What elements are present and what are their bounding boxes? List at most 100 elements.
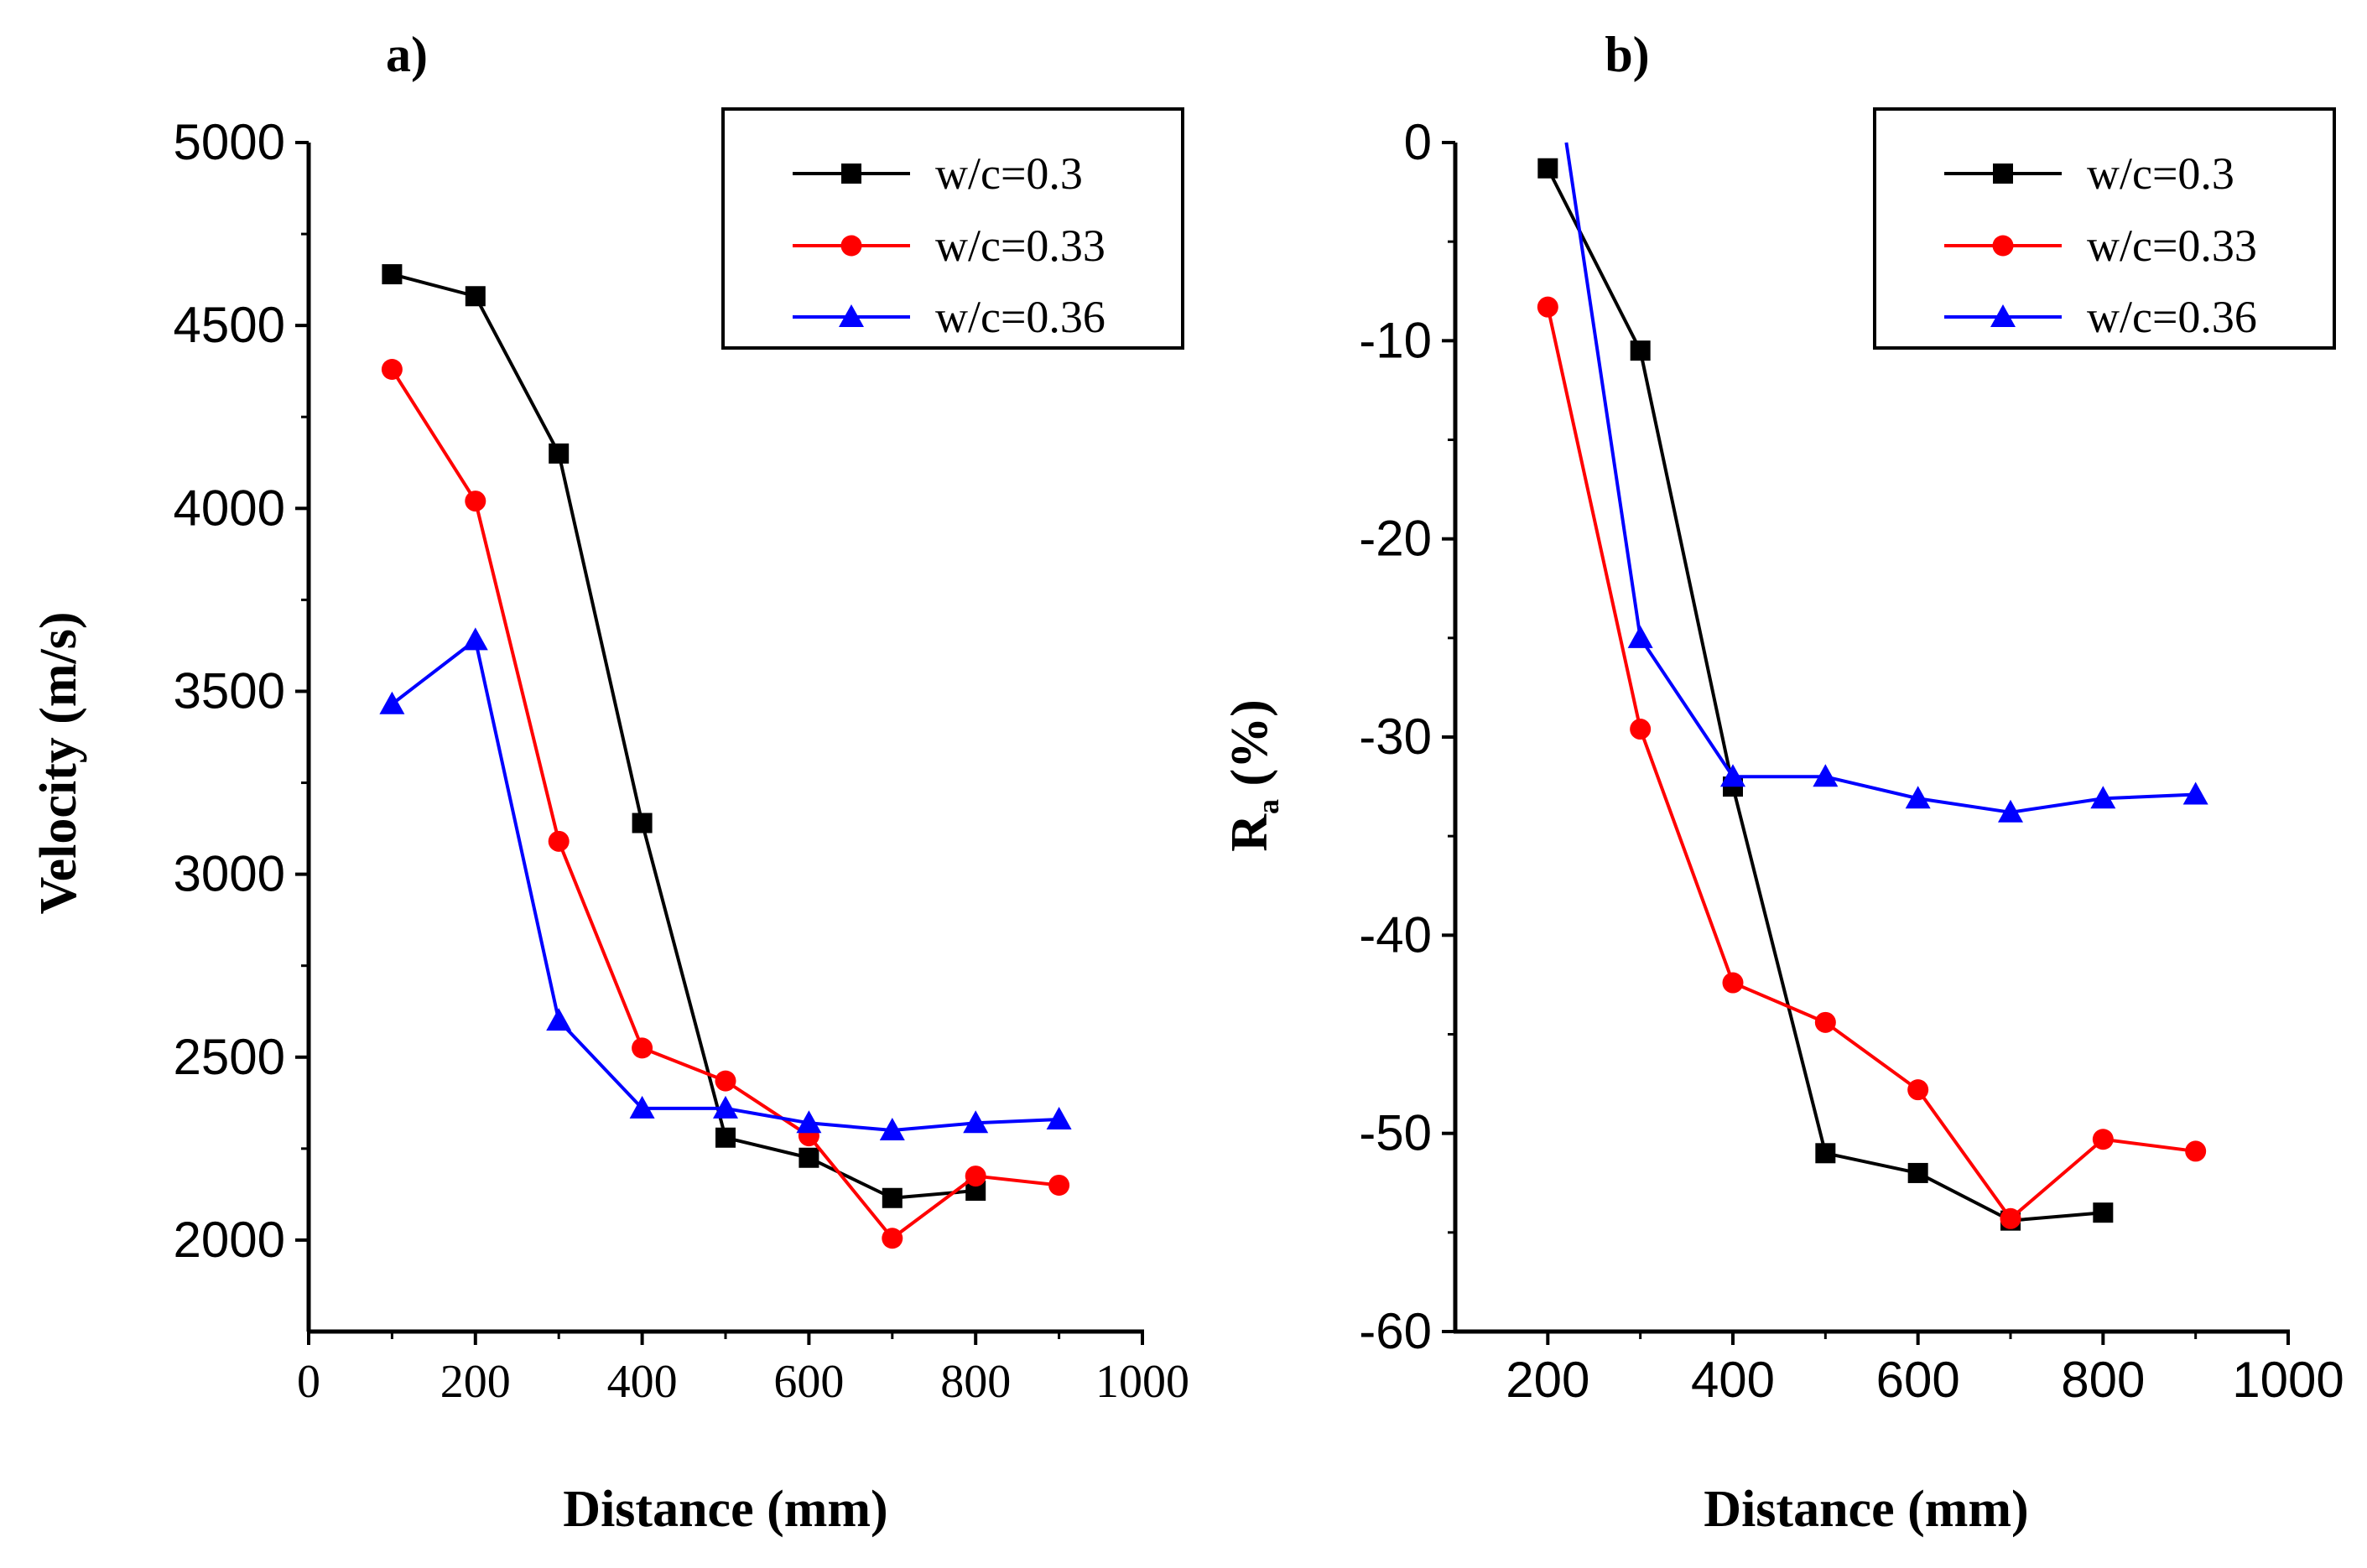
panel-b-data-point bbox=[1813, 764, 1839, 787]
panel-a-x-axis-label: Distance (mm) bbox=[563, 1481, 887, 1538]
panel-a-x-tick-label: 600 bbox=[773, 1356, 844, 1408]
panel-b-data-point bbox=[1998, 799, 2023, 823]
panel-a-x-tick-label: 400 bbox=[607, 1356, 678, 1408]
panel-a-y-tick-label: 4000 bbox=[174, 480, 285, 536]
panel-b-data-point bbox=[1814, 1011, 1836, 1033]
panel-b-y-tick-label: -30 bbox=[1359, 709, 1432, 765]
panel-a-data-point bbox=[379, 691, 405, 714]
panel-a-legend-entry: w/c=0.3 bbox=[935, 148, 1083, 199]
panel-b-series-line bbox=[1546, 306, 2196, 1221]
panel-a-x-tick-label: 0 bbox=[297, 1356, 320, 1408]
panel-a-data-point bbox=[462, 627, 488, 651]
panel-b-data-point bbox=[2185, 1140, 2207, 1162]
panel-a-x-tick-label: 800 bbox=[940, 1356, 1011, 1408]
panel-b-data-point bbox=[2093, 1202, 2114, 1223]
panel-b-y-tick-label: 0 bbox=[1404, 114, 1432, 170]
panel-b-axes: 200 400 600 800 1000 0 -10 -20 -30 -40 -50 -60 bbox=[1359, 114, 2344, 1408]
panel-a-y-tick-label: 3000 bbox=[174, 846, 285, 902]
panel-a-label: a) bbox=[386, 27, 428, 82]
panel-b-series-line bbox=[1564, 142, 2196, 814]
panel-a-legend-entry: w/c=0.36 bbox=[935, 292, 1105, 342]
panel-b-chart: b) 200 400 600 800 1000 0 -10 -20 -30 -40 -50 -60 D… bbox=[1221, 27, 2344, 1538]
panel-a-data-point bbox=[882, 1187, 903, 1208]
panel-a-data-point bbox=[882, 1228, 903, 1249]
panel-a-legend-marker bbox=[841, 164, 861, 184]
panel-a-data-point bbox=[632, 1037, 653, 1059]
panel-b-legend-box bbox=[1873, 107, 2336, 350]
panel-a-data-point bbox=[465, 491, 486, 512]
panel-b-data-point bbox=[1722, 972, 1744, 994]
panel-a-y-tick-label: 5000 bbox=[174, 114, 285, 170]
panel-b-data-point bbox=[2092, 1129, 2114, 1150]
panel-b-x-tick-label: 800 bbox=[2061, 1352, 2145, 1408]
panel-b-data-point bbox=[1537, 158, 1558, 179]
panel-a-data-point bbox=[1048, 1174, 1070, 1196]
panel-a-data-point bbox=[381, 359, 403, 381]
panel-b-data-point bbox=[1630, 340, 1651, 361]
panel-a-data-point bbox=[963, 1110, 989, 1134]
panel-a-data-point bbox=[965, 1166, 986, 1187]
panel-a-data-point bbox=[713, 1095, 738, 1119]
panel-b-legend-marker bbox=[1992, 235, 2014, 257]
panel-b-y-tick-label: -40 bbox=[1359, 906, 1432, 963]
panel-b-x-axis-label: Distance (mm) bbox=[1704, 1481, 2028, 1538]
panel-a-data-point bbox=[1046, 1106, 1072, 1129]
panel-b-data-point bbox=[2090, 786, 2116, 809]
panel-a-legend-entry: w/c=0.33 bbox=[935, 221, 1105, 271]
panel-b-label: b) bbox=[1605, 27, 1649, 82]
panel-a-x-tick-label: 1000 bbox=[1095, 1356, 1189, 1408]
panel-b-legend-entry: w/c=0.36 bbox=[2087, 292, 2257, 342]
panel-b-x-tick-label: 1000 bbox=[2232, 1352, 2344, 1408]
panel-b-x-tick-label: 600 bbox=[1876, 1352, 1960, 1408]
panel-b-data-point bbox=[1537, 296, 1558, 318]
panel-b-series bbox=[1537, 142, 2208, 1231]
panel-b-data-point bbox=[1905, 786, 1931, 809]
panel-a-chart: a) 0 200 400 600 800 1000 2000 2500 3000 3500 4000… bbox=[30, 27, 1189, 1538]
panel-b-y-axis-label-main: R bbox=[1221, 813, 1278, 852]
panel-a-data-point bbox=[715, 1070, 736, 1092]
panel-b-legend-marker bbox=[1990, 304, 2016, 327]
panel-a-legend-marker bbox=[840, 235, 862, 257]
panel-a-y-tick-label: 3500 bbox=[174, 662, 285, 719]
panel-a-data-point bbox=[465, 286, 486, 307]
panel-a-axes: 0 200 400 600 800 1000 2000 2500 3000 3500 4000 450… bbox=[174, 114, 1189, 1408]
panel-a-data-point bbox=[799, 1147, 819, 1168]
panel-a-data-point bbox=[629, 1095, 655, 1119]
panel-b-data-point bbox=[1630, 719, 1652, 740]
panel-a-y-tick-label: 2000 bbox=[174, 1212, 285, 1268]
panel-b-data-point bbox=[2000, 1207, 2021, 1229]
panel-b-legend: w/c=0.3 w/c=0.33 w/c=0.36 bbox=[1873, 107, 2336, 350]
panel-a-data-point bbox=[382, 264, 403, 285]
panel-b-legend-entry: w/c=0.3 bbox=[2087, 148, 2234, 199]
panel-b-y-axis-label-sub: a bbox=[1251, 799, 1285, 814]
panel-a-y-tick-label: 2500 bbox=[174, 1029, 285, 1085]
panel-a-legend-marker bbox=[839, 304, 864, 327]
panel-a-data-point bbox=[632, 813, 653, 833]
panel-a-x-tick-label: 200 bbox=[440, 1356, 511, 1408]
panel-b-y-tick-label: -50 bbox=[1359, 1105, 1432, 1161]
panel-a-series-line bbox=[391, 273, 976, 1200]
panel-b-data-point bbox=[1907, 1162, 1928, 1183]
panel-a-legend-box bbox=[721, 107, 1184, 350]
panel-a-data-point bbox=[796, 1110, 822, 1134]
panel-b-x-tick-label: 400 bbox=[1691, 1352, 1775, 1408]
panel-a-y-tick-label: 4500 bbox=[174, 297, 285, 353]
panel-b-y-tick-label: -10 bbox=[1359, 312, 1432, 368]
panel-a-data-point bbox=[715, 1127, 736, 1148]
panel-b-y-axis-label: Ra (%) bbox=[1221, 699, 1285, 852]
panel-a-series bbox=[379, 264, 1072, 1249]
panel-b-y-tick-label: -20 bbox=[1359, 511, 1432, 567]
panel-b-legend-marker bbox=[1993, 164, 2013, 184]
panel-a-y-axis-label: Velocity (m/s) bbox=[30, 611, 87, 914]
panel-b-data-point bbox=[2182, 781, 2208, 805]
panel-a-data-point bbox=[549, 443, 570, 464]
panel-a-legend: w/c=0.3 w/c=0.33 w/c=0.36 bbox=[721, 107, 1184, 350]
panel-a-series-line bbox=[391, 638, 1059, 1133]
panel-a-data-point bbox=[879, 1118, 905, 1141]
panel-a-data-point bbox=[548, 830, 570, 852]
panel-b-y-axis-label-unit: (%) bbox=[1221, 699, 1278, 799]
panel-b-x-tick-label: 200 bbox=[1506, 1352, 1589, 1408]
panel-b-y-tick-label: -60 bbox=[1359, 1303, 1432, 1359]
panel-b-data-point bbox=[1907, 1079, 1929, 1101]
